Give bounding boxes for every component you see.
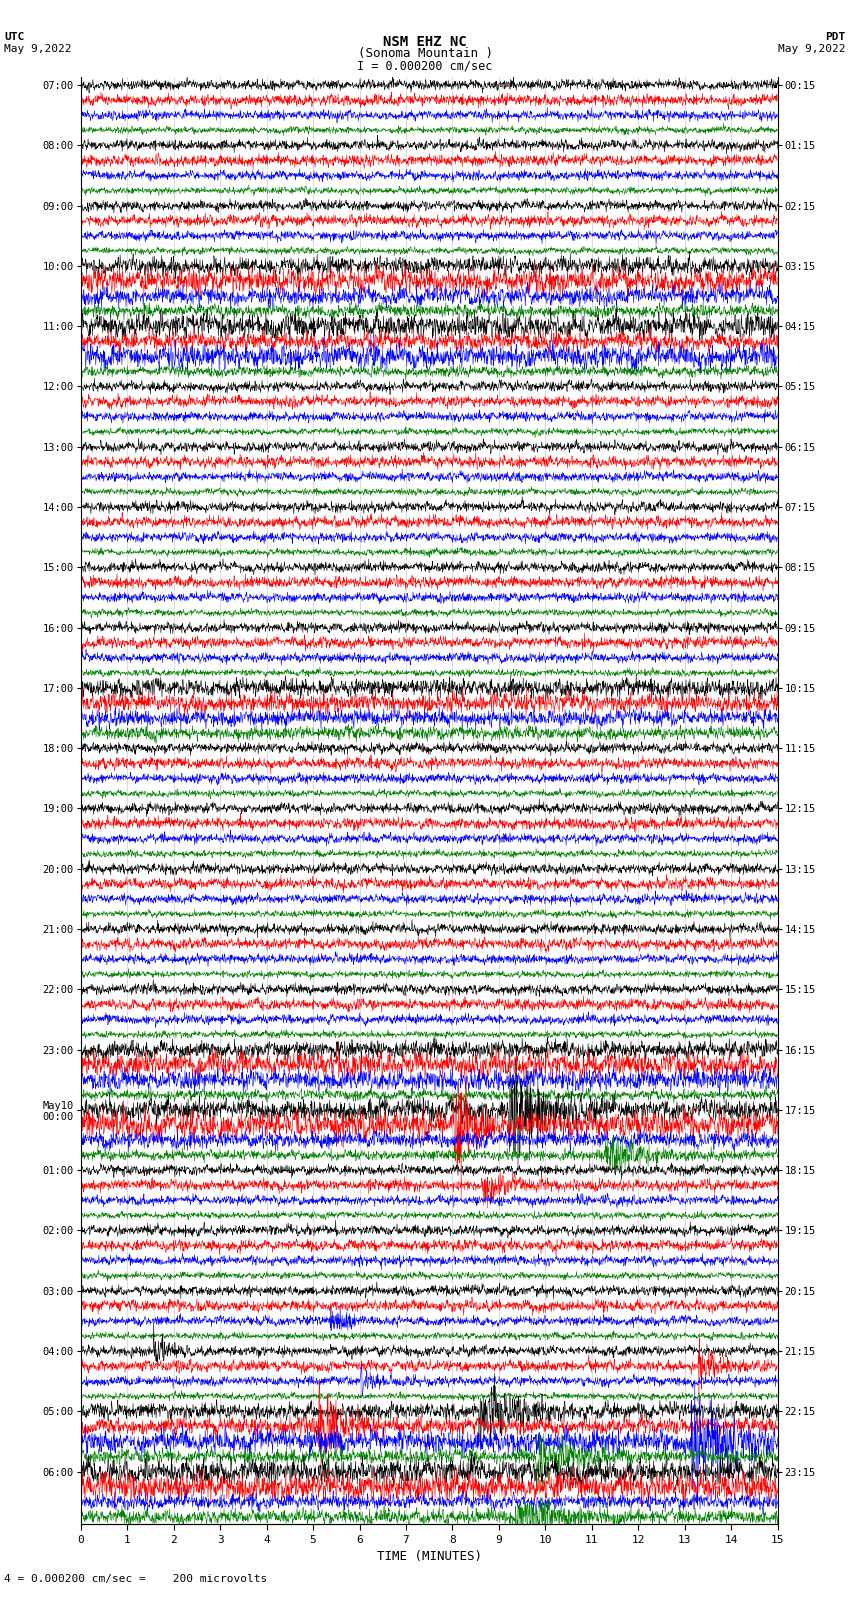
Text: May 9,2022: May 9,2022: [4, 44, 71, 53]
Text: May 9,2022: May 9,2022: [779, 44, 846, 53]
X-axis label: TIME (MINUTES): TIME (MINUTES): [377, 1550, 482, 1563]
Text: 4 = 0.000200 cm/sec =    200 microvolts: 4 = 0.000200 cm/sec = 200 microvolts: [4, 1574, 268, 1584]
Text: PDT: PDT: [825, 32, 846, 42]
Text: NSM EHZ NC: NSM EHZ NC: [383, 35, 467, 50]
Text: UTC: UTC: [4, 32, 25, 42]
Text: I = 0.000200 cm/sec: I = 0.000200 cm/sec: [357, 60, 493, 73]
Text: (Sonoma Mountain ): (Sonoma Mountain ): [358, 47, 492, 60]
